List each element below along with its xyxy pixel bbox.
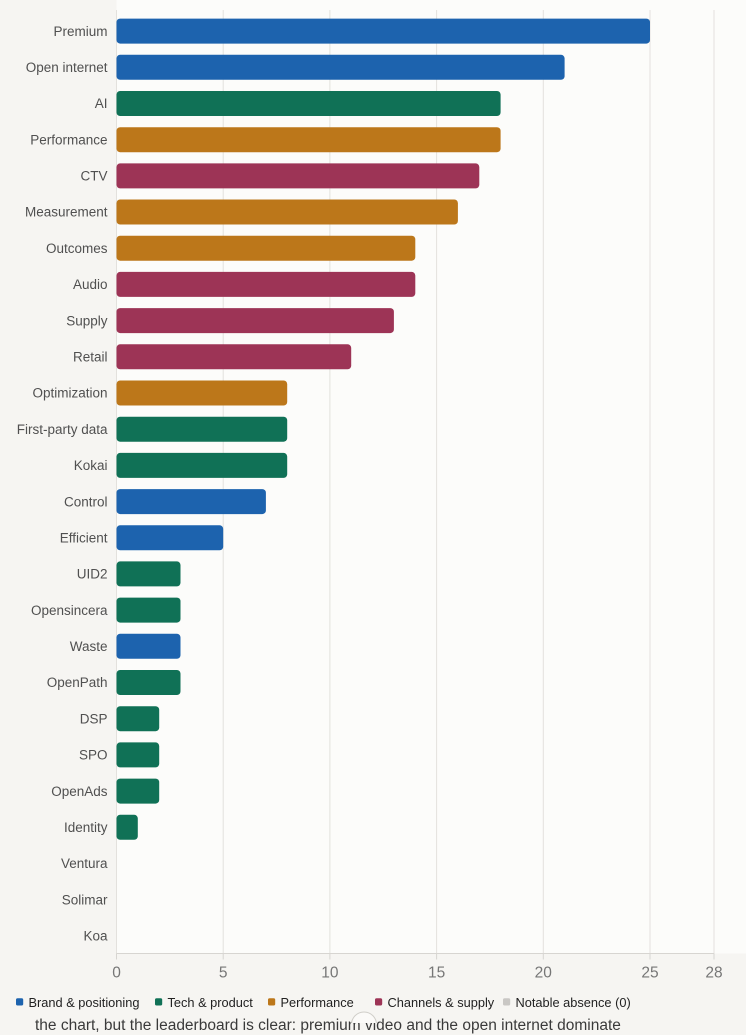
svg-text:25: 25 (641, 965, 658, 982)
svg-text:Solimar: Solimar (62, 892, 108, 907)
svg-text:Notable absence (0): Notable absence (0) (516, 995, 631, 1010)
svg-text:OpenPath: OpenPath (47, 675, 108, 690)
svg-text:5: 5 (219, 965, 228, 982)
svg-text:CTV: CTV (81, 169, 108, 184)
svg-text:Waste: Waste (70, 639, 108, 654)
svg-text:Channels & supply: Channels & supply (388, 995, 495, 1010)
svg-text:Identity: Identity (64, 820, 108, 835)
svg-text:Opensincera: Opensincera (31, 603, 108, 618)
svg-text:0: 0 (112, 965, 121, 982)
svg-text:Control: Control (64, 494, 108, 509)
svg-text:Koa: Koa (83, 929, 108, 944)
svg-text:28: 28 (705, 965, 722, 982)
svg-text:Ventura: Ventura (61, 856, 108, 871)
svg-text:10: 10 (321, 965, 339, 982)
svg-text:Premium: Premium (53, 24, 107, 39)
svg-text:Measurement: Measurement (25, 205, 108, 220)
svg-text:Open internet: Open internet (26, 60, 108, 75)
svg-text:15: 15 (428, 965, 445, 982)
svg-text:First-party data: First-party data (17, 422, 108, 437)
svg-text:Performance: Performance (30, 132, 107, 147)
svg-text:Brand & positioning: Brand & positioning (29, 995, 140, 1010)
svg-text:Audio: Audio (73, 277, 108, 292)
svg-text:DSP: DSP (80, 711, 108, 726)
svg-text:SPO: SPO (79, 748, 108, 763)
svg-text:AI: AI (95, 96, 108, 111)
svg-text:Retail: Retail (73, 350, 108, 365)
svg-text:20: 20 (535, 965, 553, 982)
svg-text:Efficient: Efficient (60, 531, 108, 546)
svg-text:Optimization: Optimization (32, 386, 107, 401)
svg-text:OpenAds: OpenAds (51, 784, 108, 799)
svg-text:Performance: Performance (281, 995, 354, 1010)
svg-text:Supply: Supply (66, 313, 108, 328)
svg-text:Outcomes: Outcomes (46, 241, 108, 256)
svg-text:UID2: UID2 (77, 567, 108, 582)
svg-text:Kokai: Kokai (74, 458, 108, 473)
svg-text:Tech & product: Tech & product (168, 995, 254, 1010)
